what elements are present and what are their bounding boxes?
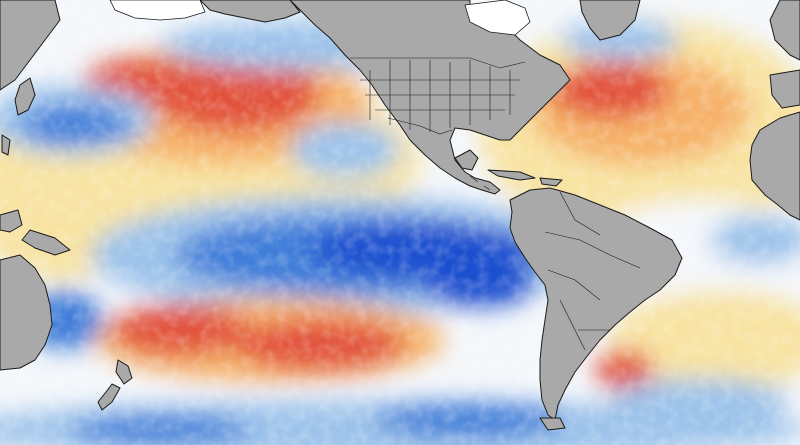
arctic-ice <box>109 0 206 21</box>
greenland <box>579 0 641 41</box>
east-asia <box>0 0 61 91</box>
hispaniola <box>539 177 563 187</box>
cuba <box>487 169 536 181</box>
africa <box>749 111 800 221</box>
europe <box>769 0 800 61</box>
philippines <box>1 134 11 156</box>
new-guinea <box>21 229 71 256</box>
yucatan <box>454 149 479 171</box>
us-canada-border <box>350 57 526 69</box>
border-layer <box>350 57 641 351</box>
iberia <box>769 69 800 109</box>
central-america-borders <box>469 175 491 191</box>
borneo <box>0 209 23 233</box>
us-state-grid <box>360 60 520 132</box>
australia <box>0 254 53 371</box>
tierra-del-fuego <box>539 417 566 431</box>
new-zealand-north <box>115 359 133 385</box>
us-mexico-border <box>387 117 453 135</box>
south-america-borders <box>544 191 641 351</box>
south-america <box>509 187 683 421</box>
hudson-bay-ice <box>464 0 531 36</box>
new-zealand-south <box>97 383 121 411</box>
alaska <box>199 0 301 23</box>
japan <box>14 77 36 116</box>
